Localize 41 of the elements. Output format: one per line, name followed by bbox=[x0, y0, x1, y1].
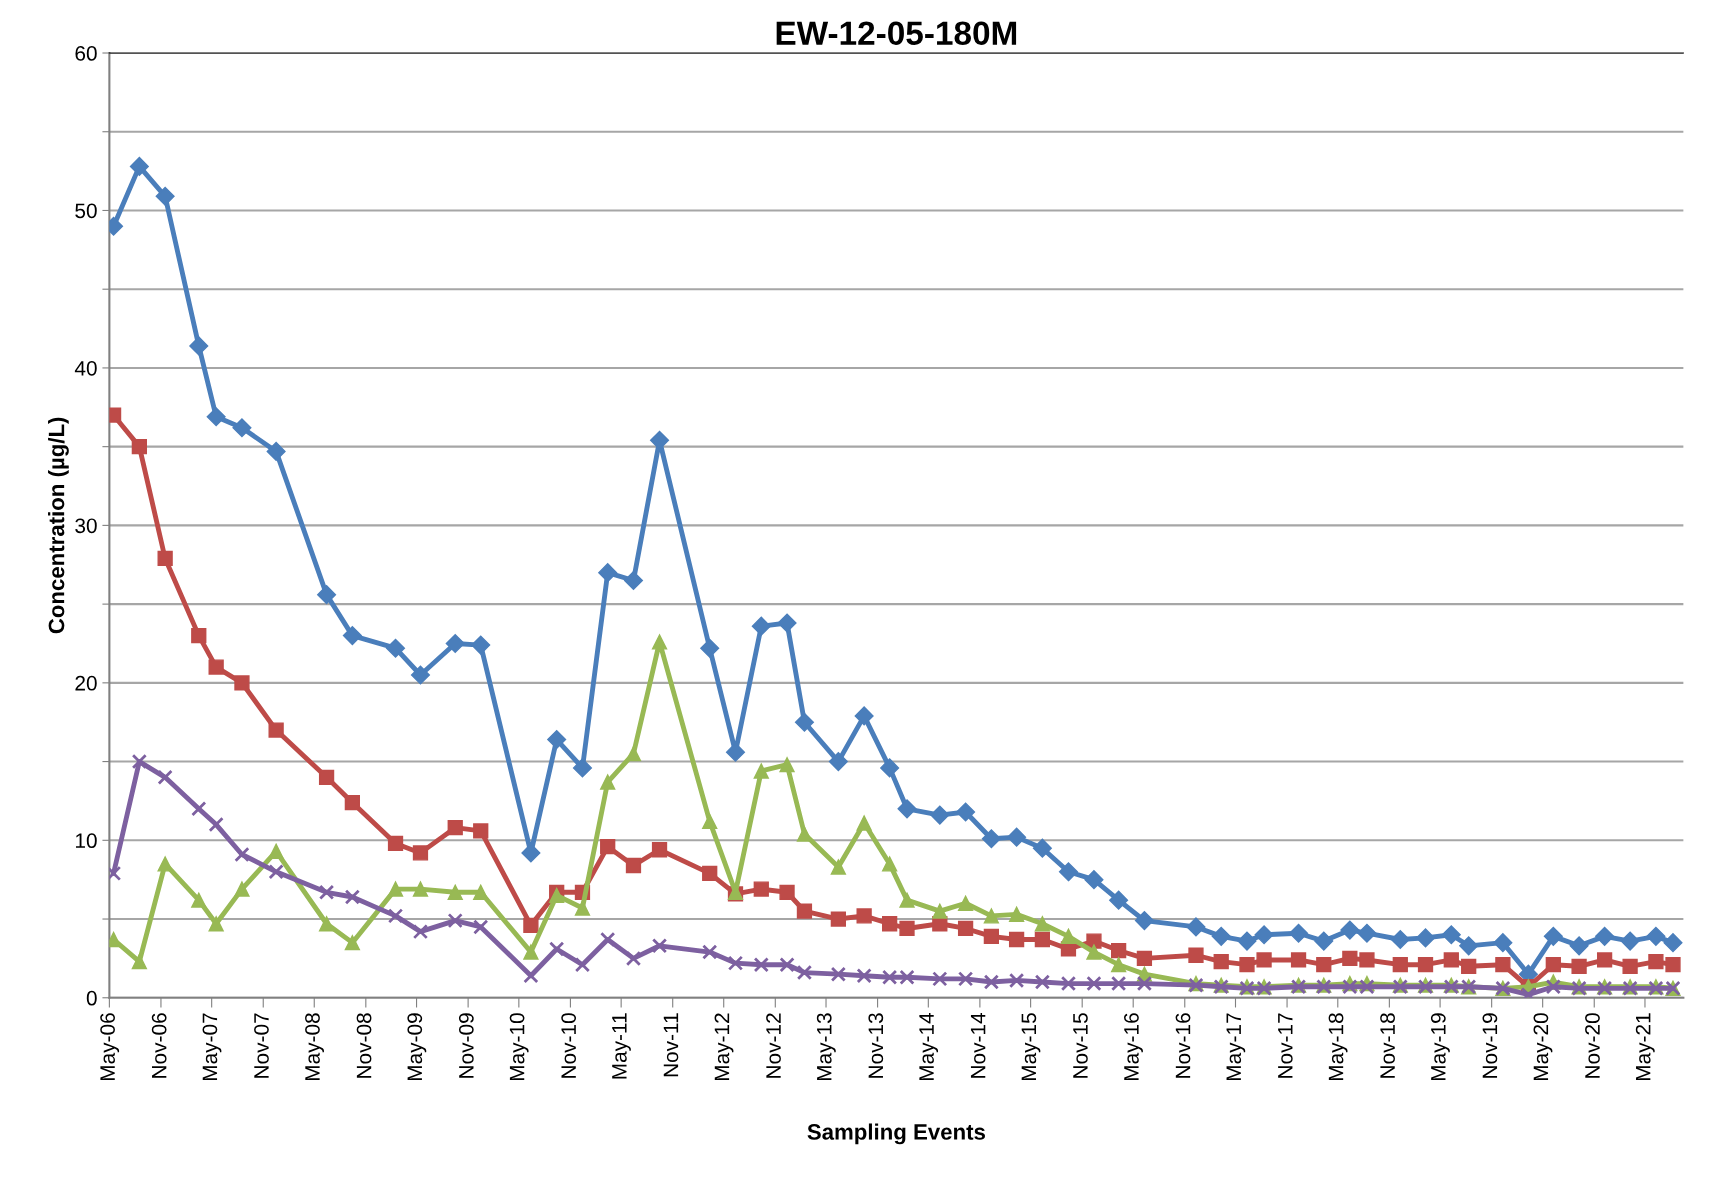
x-tick-label: May-18 bbox=[1328, 1013, 1348, 1081]
x-tick-label: May-08 bbox=[305, 1013, 324, 1081]
y-tick-label: 0 bbox=[86, 990, 97, 1006]
x-tick-label: Nov-20 bbox=[1585, 1013, 1600, 1078]
x-axis-title: Sampling Events bbox=[807, 1123, 985, 1145]
y-tick-label: 40 bbox=[74, 360, 97, 376]
x-tick-label: May-16 bbox=[1124, 1013, 1143, 1081]
x-tick-label: May-12 bbox=[714, 1013, 734, 1081]
x-tick-label: May-21 bbox=[1635, 1013, 1655, 1081]
x-tick-label: Nov-15 bbox=[1073, 1013, 1088, 1078]
chart-title: EW-12-05-180M bbox=[776, 21, 1017, 45]
x-tick-label: May-17 bbox=[1226, 1013, 1246, 1081]
x-tick-label: Nov-16 bbox=[1175, 1013, 1191, 1078]
x-tick-label: Nov-13 bbox=[868, 1013, 884, 1078]
y-axis-title: Concentration (µg/L) bbox=[48, 417, 69, 634]
y-tick-label: 50 bbox=[75, 203, 97, 219]
x-tick-label: Nov-17 bbox=[1278, 1013, 1293, 1078]
y-tick-label: 30 bbox=[75, 518, 97, 534]
x-tick-label: Nov-14 bbox=[970, 1012, 986, 1078]
x-tick-label: Nov-19 bbox=[1482, 1013, 1498, 1078]
x-tick-label: Nov-10 bbox=[561, 1013, 577, 1078]
x-tick-label: May-15 bbox=[1021, 1013, 1041, 1081]
x-tick-label: Nov-18 bbox=[1380, 1013, 1395, 1078]
x-tick-label: Nov-12 bbox=[766, 1013, 781, 1078]
x-tick-label: May-19 bbox=[1430, 1013, 1450, 1081]
x-tick-label: May-11 bbox=[612, 1013, 631, 1079]
x-tick-label: May-13 bbox=[816, 1013, 836, 1081]
x-tick-label: May-06 bbox=[100, 1013, 120, 1081]
x-tick-label: May-10 bbox=[509, 1013, 529, 1081]
x-tick-label: May-20 bbox=[1533, 1013, 1553, 1081]
y-tick-label: 10 bbox=[75, 833, 97, 849]
x-tick-label: May-09 bbox=[407, 1013, 427, 1081]
x-tick-label: May-07 bbox=[202, 1013, 222, 1081]
x-tick-label: Nov-11 bbox=[663, 1013, 679, 1077]
x-tick-label: Nov-08 bbox=[356, 1013, 372, 1078]
x-tick-label: Nov-06 bbox=[151, 1013, 167, 1078]
y-tick-label: 20 bbox=[75, 675, 97, 691]
y-tick-label: 60 bbox=[75, 46, 97, 61]
x-tick-label: May-14 bbox=[919, 1012, 939, 1081]
x-tick-label: Nov-09 bbox=[458, 1013, 474, 1078]
x-tick-label: Nov-07 bbox=[254, 1013, 269, 1078]
